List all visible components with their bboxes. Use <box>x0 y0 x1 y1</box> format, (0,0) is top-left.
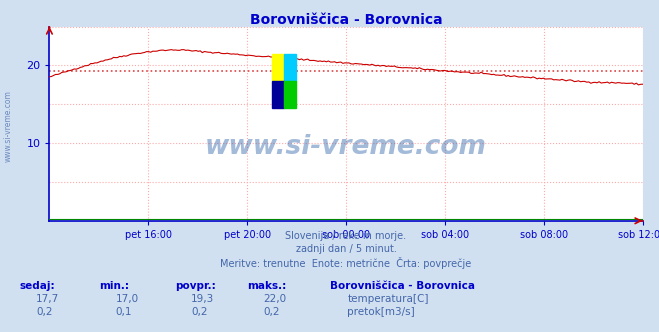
Text: min.:: min.: <box>99 281 129 290</box>
Text: Borovniščica - Borovnica: Borovniščica - Borovnica <box>330 281 474 290</box>
Text: Borovniščica - Borovnica: Borovniščica - Borovnica <box>250 13 442 27</box>
Text: sedaj:: sedaj: <box>20 281 55 290</box>
Text: Meritve: trenutne  Enote: metrične  Črta: povprečje: Meritve: trenutne Enote: metrične Črta: … <box>220 257 472 269</box>
Text: 0,1: 0,1 <box>115 307 132 317</box>
Bar <box>272 54 284 81</box>
Text: zadnji dan / 5 minut.: zadnji dan / 5 minut. <box>295 244 397 254</box>
Text: 22,0: 22,0 <box>264 294 287 304</box>
Text: 19,3: 19,3 <box>191 294 214 304</box>
Text: Slovenija / reke in morje.: Slovenija / reke in morje. <box>285 231 407 241</box>
Text: www.si-vreme.com: www.si-vreme.com <box>205 134 487 160</box>
Bar <box>283 54 296 81</box>
Bar <box>283 81 296 108</box>
Text: 17,0: 17,0 <box>115 294 138 304</box>
Text: 0,2: 0,2 <box>191 307 208 317</box>
Text: 0,2: 0,2 <box>264 307 280 317</box>
Text: povpr.:: povpr.: <box>175 281 215 290</box>
Bar <box>272 81 284 108</box>
Text: temperatura[C]: temperatura[C] <box>347 294 429 304</box>
Text: www.si-vreme.com: www.si-vreme.com <box>3 90 13 162</box>
Text: pretok[m3/s]: pretok[m3/s] <box>347 307 415 317</box>
Text: 17,7: 17,7 <box>36 294 59 304</box>
Text: maks.:: maks.: <box>247 281 287 290</box>
Text: 0,2: 0,2 <box>36 307 53 317</box>
